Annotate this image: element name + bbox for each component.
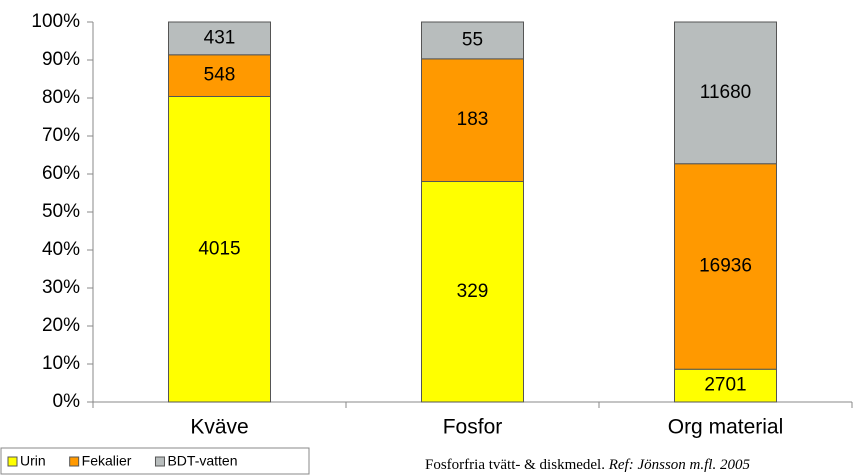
legend-swatch [69, 456, 80, 467]
data-label: 329 [457, 281, 489, 302]
bar-segment [674, 163, 777, 370]
x-tick-label: Fosfor [443, 416, 503, 439]
bar-segment [421, 58, 524, 183]
data-label: 55 [462, 29, 483, 50]
data-label: 431 [204, 27, 236, 48]
bar-segment [168, 54, 271, 97]
bar-segment [421, 181, 524, 403]
legend-swatch [7, 456, 18, 467]
bar-segment [674, 21, 777, 165]
bar-segment [168, 21, 271, 56]
data-label: 548 [204, 65, 236, 86]
data-label: 4015 [198, 238, 240, 259]
legend-label: BDT-vatten [167, 453, 237, 469]
legend-swatch [154, 456, 165, 467]
y-tick-label: 60% [42, 163, 80, 184]
data-label: 16936 [699, 255, 752, 276]
y-tick-label: 0% [53, 391, 81, 412]
bar-segment [674, 368, 777, 403]
data-label: 11680 [700, 82, 751, 103]
x-tick-label: Org material [668, 416, 784, 439]
x-tick-label: Kväve [190, 416, 248, 439]
legend-label: Urin [20, 453, 46, 469]
legend-label: Fekalier [82, 453, 132, 469]
y-tick-label: 30% [42, 277, 80, 298]
note: Fosforfria tvätt- & diskmedel. [425, 457, 605, 473]
bar-segment [421, 21, 524, 60]
reference: Ref: Jönsson m.fl. 2005 [608, 457, 751, 473]
y-tick-label: 80% [42, 87, 80, 108]
y-tick-label: 90% [42, 49, 80, 70]
y-tick-label: 10% [42, 353, 80, 374]
data-label: 183 [457, 109, 489, 130]
data-label: 2701 [704, 375, 746, 396]
y-tick-label: 70% [42, 125, 80, 146]
footnote: Fosforfria tvätt- & diskmedel. Ref: Jöns… [425, 457, 750, 473]
y-tick-label: 20% [42, 315, 80, 336]
y-tick-label: 50% [42, 201, 80, 222]
y-tick-label: 100% [31, 11, 80, 32]
bar-segment [168, 95, 271, 403]
y-tick-label: 40% [42, 239, 80, 260]
